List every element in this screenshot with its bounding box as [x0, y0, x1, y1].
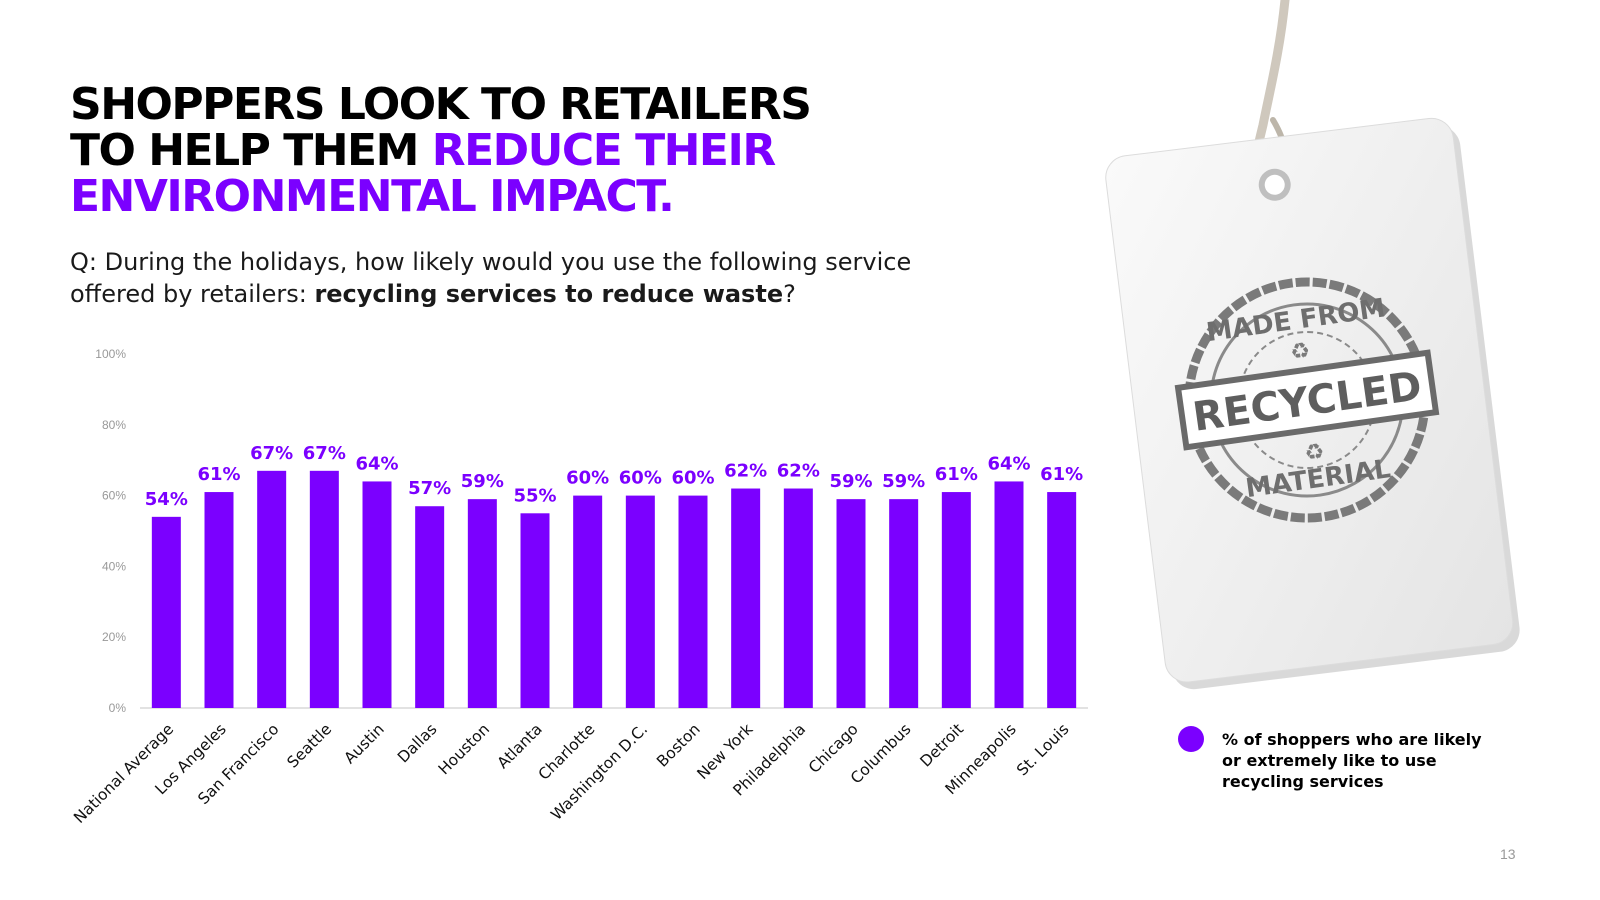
data-label: 54% — [145, 489, 188, 510]
x-tick-label: Detroit — [917, 720, 968, 771]
bar — [678, 495, 708, 708]
bar — [836, 499, 866, 708]
bar — [941, 492, 971, 708]
bar — [994, 481, 1024, 708]
recycle-icon-bottom: ♻ — [1303, 439, 1326, 467]
data-label: 67% — [250, 443, 293, 464]
y-tick-label: 60% — [102, 489, 126, 503]
legend-swatch — [1178, 726, 1204, 752]
data-label: 62% — [777, 461, 820, 482]
data-label: 60% — [671, 468, 714, 489]
data-label: 61% — [1040, 464, 1083, 485]
data-label: 60% — [619, 468, 662, 489]
y-tick-label: 40% — [102, 559, 126, 573]
bar — [362, 481, 392, 708]
bar — [625, 495, 655, 708]
bar — [783, 488, 813, 708]
y-tick-label: 20% — [102, 630, 126, 644]
recycled-tag-image: MADE FROM MATERIAL RECYCLED ♻ ♻ — [1095, 0, 1565, 690]
title-line-2-black: TO HELP THEM — [70, 125, 432, 176]
data-label: 61% — [197, 464, 240, 485]
survey-question: Q: During the holidays, how likely would… — [70, 246, 970, 310]
bar — [520, 513, 550, 708]
data-label: 62% — [724, 461, 767, 482]
bar — [467, 499, 497, 708]
data-label: 57% — [408, 478, 451, 499]
data-label: 61% — [935, 464, 978, 485]
bar-chart: 0% 20% 40% 60% 80% 100% 54% National Average 61%… — [70, 347, 1088, 827]
bar — [731, 488, 761, 708]
bar — [204, 492, 234, 708]
recycled-tag-icon: MADE FROM MATERIAL RECYCLED ♻ ♻ — [1105, 0, 1520, 690]
bar — [889, 499, 919, 708]
bar — [151, 516, 181, 708]
data-label: 59% — [461, 471, 504, 492]
x-tick-label: Washington D.C. — [547, 720, 651, 824]
question-suffix: ? — [783, 280, 796, 308]
bar — [1047, 492, 1077, 708]
legend-label: % of shoppers who are likely or extremel… — [1222, 730, 1482, 791]
data-label: 67% — [303, 443, 346, 464]
bar — [309, 470, 339, 708]
x-tick-label: Dallas — [394, 720, 440, 766]
title-line-1: SHOPPERS LOOK TO RETAILERS — [70, 79, 812, 130]
y-tick-label: 100% — [95, 347, 126, 361]
title-line-2-purple: REDUCE THEIR — [431, 125, 777, 176]
data-label: 59% — [882, 471, 925, 492]
x-tick-label: National Average — [70, 720, 177, 827]
x-tick-label: Atlanta — [494, 720, 546, 772]
x-tick-label: Austin — [341, 720, 388, 767]
y-tick-label: 0% — [109, 701, 127, 715]
recycle-icon-top: ♻ — [1289, 338, 1312, 366]
x-tick-label: Boston — [653, 720, 704, 771]
data-label: 55% — [513, 485, 556, 506]
data-label: 59% — [829, 471, 872, 492]
question-bold: recycling services to reduce waste — [314, 280, 784, 308]
bar — [415, 506, 445, 708]
x-tick-label: St. Louis — [1013, 720, 1072, 779]
data-label: 60% — [566, 468, 609, 489]
title-line-3-purple: ENVIRONMENTAL IMPACT. — [70, 171, 675, 222]
y-tick-label: 80% — [102, 418, 126, 432]
page-title: SHOPPERS LOOK TO RETAILERS TO HELP THEM … — [70, 79, 812, 222]
x-tick-label: Houston — [435, 720, 493, 778]
bar — [573, 495, 603, 708]
x-tick-label: Seattle — [284, 720, 336, 772]
data-label: 64% — [355, 453, 398, 474]
data-label: 64% — [987, 453, 1030, 474]
bar — [257, 470, 287, 708]
question-prefix: Q: During the holidays, how likely would… — [70, 248, 912, 308]
page-number: 13 — [1500, 846, 1516, 862]
